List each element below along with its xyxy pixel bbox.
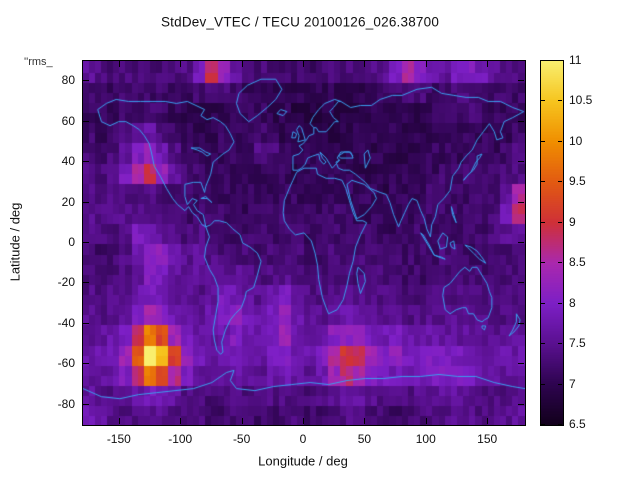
x-tick-mark bbox=[303, 61, 304, 67]
corner-label: ''rms_ bbox=[24, 56, 53, 68]
x-tick-mark bbox=[425, 61, 427, 67]
x-tick-label: 50 bbox=[357, 432, 372, 446]
y-tick-mark bbox=[518, 161, 524, 163]
colorbar-tick-mark bbox=[541, 343, 545, 345]
y-tick-label: 20 bbox=[61, 194, 75, 209]
colorbar-tick-label: 9 bbox=[569, 214, 576, 229]
colorbar-tick-mark bbox=[558, 221, 562, 223]
y-tick-mark bbox=[518, 80, 524, 82]
y-tick-mark bbox=[83, 242, 89, 243]
y-tick-mark bbox=[83, 363, 89, 365]
y-tick-mark bbox=[518, 403, 524, 405]
x-axis-label: Longitude / deg bbox=[258, 453, 348, 469]
x-tick-mark bbox=[364, 61, 366, 67]
y-tick-mark bbox=[83, 80, 89, 82]
colorbar-tick-mark bbox=[541, 302, 545, 304]
colorbar-tick-mark bbox=[558, 302, 562, 304]
colorbar-tick-label: 11 bbox=[569, 53, 582, 67]
colorbar-tick-mark bbox=[541, 100, 545, 102]
x-tick-label: 0 bbox=[299, 432, 307, 446]
y-tick-label: 60 bbox=[61, 113, 75, 128]
y-tick-label: -60 bbox=[57, 356, 75, 371]
colorbar-tick-label: 7 bbox=[569, 376, 576, 391]
x-tick-mark bbox=[487, 61, 489, 67]
colorbar-tick-mark bbox=[558, 181, 562, 183]
colorbar-canvas bbox=[541, 61, 563, 425]
colorbar-tick-mark bbox=[558, 424, 562, 425]
colorbar-tick-label: 9.5 bbox=[569, 174, 586, 189]
colorbar-tick-mark bbox=[541, 262, 545, 264]
x-tick-mark bbox=[303, 418, 304, 424]
y-tick-label: -80 bbox=[57, 396, 75, 411]
colorbar-tick-mark bbox=[541, 60, 545, 61]
colorbar-tick-mark bbox=[558, 140, 562, 142]
x-tick-mark bbox=[364, 418, 366, 424]
y-tick-mark bbox=[83, 282, 89, 284]
y-tick-mark bbox=[83, 161, 89, 163]
x-tick-mark bbox=[487, 418, 489, 424]
colorbar-tick-mark bbox=[541, 140, 545, 142]
colorbar-tick-mark bbox=[558, 343, 562, 345]
x-tick-mark bbox=[118, 418, 120, 424]
y-tick-mark bbox=[518, 201, 524, 203]
y-tick-mark bbox=[83, 120, 89, 122]
y-tick-label: -20 bbox=[57, 275, 75, 290]
y-tick-mark bbox=[518, 322, 524, 324]
colorbar-tick-mark bbox=[541, 424, 545, 425]
x-tick-mark bbox=[180, 61, 182, 67]
colorbar-tick-label: 8.5 bbox=[569, 255, 586, 270]
x-tick-mark bbox=[180, 418, 182, 424]
colorbar-tick-mark bbox=[558, 383, 562, 385]
colorbar-tick-mark bbox=[541, 221, 545, 223]
colorbar-tick-label: 8 bbox=[569, 295, 576, 310]
colorbar-tick-mark bbox=[558, 262, 562, 264]
y-axis-label: Latitude / deg bbox=[7, 202, 23, 282]
y-tick-mark bbox=[518, 282, 524, 284]
colorbar bbox=[540, 60, 564, 426]
colorbar-tick-label: 10 bbox=[569, 133, 583, 148]
colorbar-tick-label: 7.5 bbox=[569, 336, 586, 351]
x-tick-label: 150 bbox=[477, 432, 498, 446]
y-tick-label: 80 bbox=[61, 73, 75, 88]
y-tick-mark bbox=[518, 120, 524, 122]
colorbar-tick-mark bbox=[541, 181, 545, 183]
y-tick-mark bbox=[518, 363, 524, 365]
y-tick-mark bbox=[518, 242, 524, 243]
colorbar-tick-mark bbox=[558, 60, 562, 61]
colorbar-tick-mark bbox=[558, 100, 562, 102]
y-tick-mark bbox=[83, 403, 89, 405]
y-tick-mark bbox=[83, 322, 89, 324]
plot-frame bbox=[82, 60, 526, 426]
x-tick-label: -50 bbox=[232, 432, 251, 446]
x-tick-label: -150 bbox=[106, 432, 131, 446]
colorbar-tick-label: 6.5 bbox=[569, 417, 586, 431]
y-tick-label: -40 bbox=[57, 315, 75, 330]
colorbar-tick-label: 10.5 bbox=[569, 93, 593, 108]
x-tick-label: -100 bbox=[168, 432, 193, 446]
x-tick-label: 100 bbox=[415, 432, 436, 446]
y-tick-label: 40 bbox=[61, 154, 75, 169]
chart-title: StdDev_VTEC / TECU 20100126_026.38700 bbox=[160, 14, 440, 30]
y-tick-mark bbox=[83, 201, 89, 203]
x-tick-mark bbox=[425, 418, 427, 424]
colorbar-tick-mark bbox=[541, 383, 545, 385]
heatmap-canvas bbox=[83, 61, 525, 425]
x-tick-mark bbox=[118, 61, 120, 67]
x-tick-mark bbox=[241, 418, 243, 424]
y-tick-label: 0 bbox=[68, 235, 75, 249]
x-tick-mark bbox=[241, 61, 243, 67]
